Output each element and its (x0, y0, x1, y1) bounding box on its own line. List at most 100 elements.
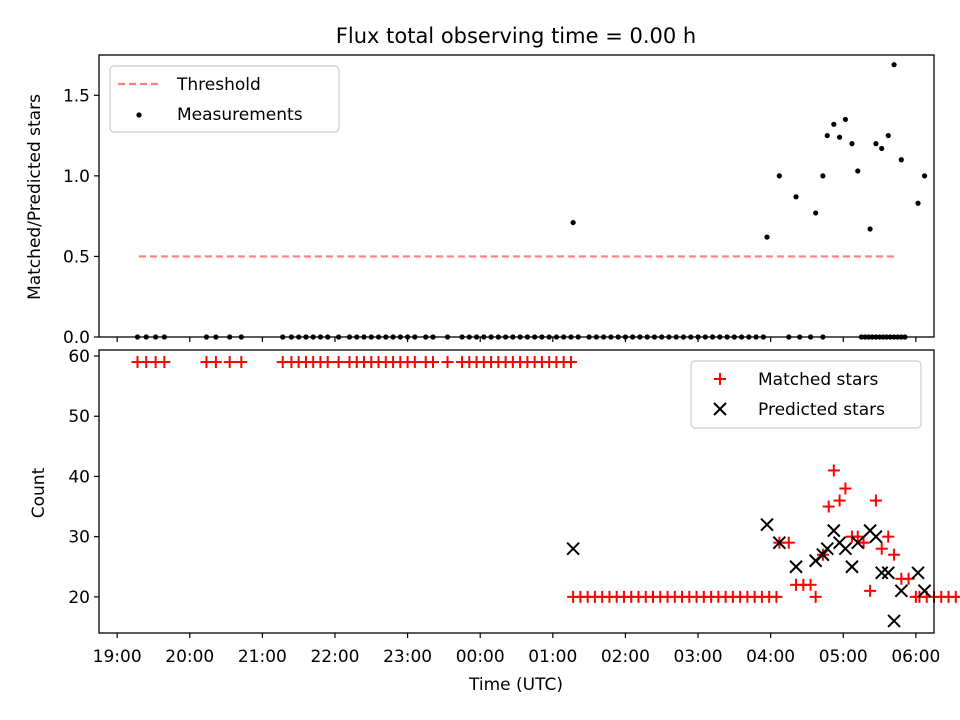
top-legend: Threshold Measurements (109, 65, 340, 133)
bottom-xtick-label: 04:00 (746, 647, 795, 667)
measurement-point (842, 116, 849, 123)
matched-point (827, 464, 840, 477)
top-axes-frame (98, 54, 935, 338)
measurement-point (921, 173, 928, 179)
matched-point (833, 494, 846, 507)
matched-point (851, 530, 864, 543)
bottom-ytick-label: 30 (68, 528, 90, 548)
predicted-point (827, 523, 841, 538)
bottom-legend-box (690, 360, 922, 429)
predicted-point (760, 517, 774, 532)
predicted-point (772, 535, 787, 550)
matched-point (804, 578, 817, 591)
measurement-point (885, 132, 891, 139)
matched-point (888, 548, 901, 561)
matched-point (839, 482, 852, 495)
matched-point (235, 356, 248, 369)
measurement-point (764, 234, 770, 240)
bottom-axes-frame (98, 349, 935, 634)
matched-point (770, 590, 783, 603)
legend-measurements-label: Measurements (177, 105, 303, 125)
bottom-ytick-label: 20 (68, 588, 90, 608)
measurement-point (915, 200, 921, 206)
matched-point (408, 356, 421, 369)
predicted-point (911, 566, 925, 580)
matched-point (564, 356, 577, 369)
predicted-point (566, 541, 580, 556)
bottom-xtick-label: 21:00 (238, 647, 287, 667)
matched-point (321, 356, 334, 369)
bottom-legend: Matched stars Predicted stars (690, 360, 922, 429)
top-ylabel: Matched/Predicted stars (25, 94, 45, 300)
bottom-xtick-label: 00:00 (456, 647, 505, 667)
predicted-point (869, 529, 883, 544)
bottom-ytick-label: 60 (68, 347, 90, 367)
predicted-point (851, 535, 865, 550)
bottom-xtick-label: 01:00 (528, 647, 577, 667)
predicted-point (845, 560, 859, 574)
measurement-point (849, 141, 855, 147)
measurement-point (898, 157, 904, 163)
legend-matched-swatch (714, 373, 726, 385)
legend-threshold-label: Threshold (176, 75, 261, 95)
bottom-xtick-label: 19:00 (93, 647, 142, 667)
matched-point (822, 500, 835, 513)
bottom-xtick-label: 23:00 (383, 647, 432, 667)
matched-point (857, 536, 870, 549)
predicted-point (789, 560, 803, 574)
measurement-point (891, 62, 897, 68)
predicted-point (875, 566, 889, 580)
measurement-point (813, 210, 819, 216)
top-ytick-label: 1.0 (63, 167, 90, 187)
measurement-point (837, 134, 843, 140)
matched-point (809, 590, 822, 603)
predicted-point (816, 548, 830, 562)
measurement-point (820, 173, 826, 179)
chart-title: Flux total observing time = 0.00 h (336, 24, 696, 48)
matched-point (427, 356, 439, 369)
matched-point (864, 584, 877, 597)
bottom-ytick-label: 40 (68, 467, 90, 487)
matched-point (209, 356, 222, 369)
measurement-point (873, 141, 879, 147)
legend-predicted-label: Predicted stars (758, 400, 885, 420)
matched-point (957, 595, 960, 598)
matched-point (782, 536, 795, 549)
legend-measurements-swatch (136, 112, 142, 118)
predicted-point (881, 566, 895, 580)
top-ytick-label: 1.5 (63, 86, 90, 106)
measurement-point (879, 145, 885, 152)
bottom-xtick-label: 20:00 (165, 647, 214, 667)
measurement-point (855, 168, 861, 174)
predicted-point (917, 584, 932, 598)
predicted-point (820, 541, 834, 556)
measurement-point (793, 194, 799, 200)
bottom-xtick-label: 22:00 (310, 647, 359, 667)
predicted-point (894, 584, 909, 598)
legend-predicted-swatch (713, 402, 727, 416)
top-ytick-label: 0.5 (63, 247, 90, 267)
bottom-xtick-label: 05:00 (819, 647, 868, 667)
measurement-point (776, 173, 782, 179)
predicted-point (838, 541, 853, 556)
top-legend-box (109, 65, 340, 133)
matched-point (875, 542, 888, 555)
bottom-ytick-label: 50 (68, 407, 90, 427)
matched-point (223, 356, 236, 369)
top-axes: 0.0 0.5 1.0 1.5 (63, 54, 935, 348)
bottom-axes: 20 30 40 50 60 19:00 20:00 21:00 22:00 23:00 00:00… (68, 347, 960, 667)
legend-matched-label: Matched stars (758, 370, 878, 390)
bottom-xtick-label: 03:00 (674, 647, 723, 667)
measurement-point (570, 219, 576, 226)
bottom-xtick-label: 02:00 (601, 647, 650, 667)
predicted-point (887, 614, 901, 628)
measurement-point (867, 226, 873, 232)
top-ytick-label: 0.0 (63, 328, 90, 348)
matched-point (158, 356, 171, 369)
measurement-point (831, 121, 837, 127)
matched-point (869, 494, 882, 507)
bottom-xtick-label: 06:00 (891, 647, 940, 667)
bottom-xlabel: Time (UTC) (468, 675, 563, 695)
matched-point (441, 356, 454, 369)
